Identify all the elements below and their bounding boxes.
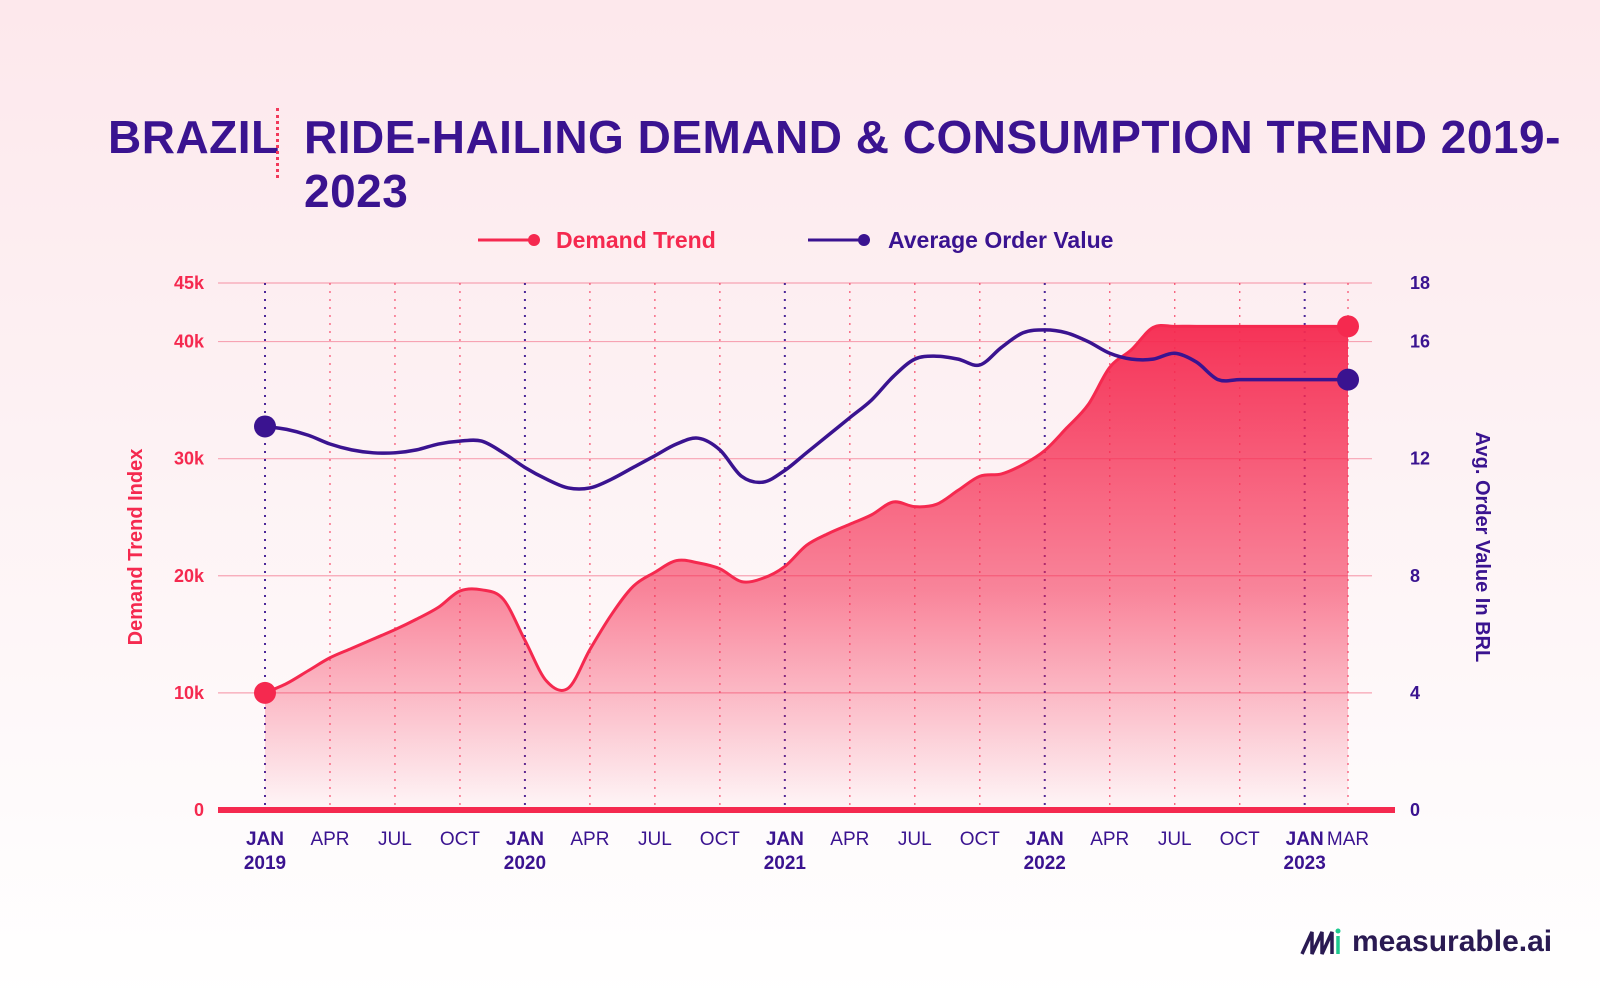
axes: 0 0 10k 4 20k 8 30k 12 40k 16 45k 18 JAN 2019 APR JUL OC…: [125, 273, 1493, 874]
x-tick-label: OCT: [960, 829, 1001, 850]
x-tick-label: OCT: [1220, 829, 1261, 850]
x-tick-label: APR: [310, 829, 349, 850]
left-tick-label: 0: [194, 800, 204, 820]
demand-area-group: [254, 315, 1359, 810]
brand-logo: measurable.ai: [1300, 920, 1552, 964]
y-left-title: Demand Trend Index: [125, 449, 147, 646]
demand-end-point: [1337, 315, 1359, 338]
legend-demand-label: Demand Trend: [556, 227, 716, 253]
legend: Demand Trend Average Order Value: [478, 227, 1113, 253]
x-tick-label: JUL: [378, 829, 412, 850]
demand-line: [264, 323, 1348, 695]
x-tick-label: JAN: [246, 829, 284, 850]
brand-name: measurable.ai: [1352, 925, 1553, 958]
right-tick-label: 0: [1410, 800, 1420, 820]
aov-end-point: [1337, 368, 1359, 391]
right-tick-label: 16: [1410, 332, 1430, 352]
x-tick-label: MAR: [1327, 829, 1369, 850]
chart-title: RIDE-HAILING DEMAND & CONSUMPTION TREND …: [304, 111, 1561, 217]
aov-line: [264, 328, 1348, 491]
left-tick-label: 20k: [174, 566, 205, 586]
left-tick-label: 40k: [174, 332, 205, 352]
aov-line-group: [254, 328, 1359, 491]
x-tick-year: 2022: [1024, 853, 1066, 874]
measurable-logo-icon: [1300, 928, 1341, 955]
aov-start-point: [254, 415, 276, 438]
x-tick-label: OCT: [440, 829, 481, 850]
demand-area: [265, 325, 1348, 810]
x-tick-label: JAN: [1286, 829, 1324, 850]
y-right-title: Avg. Order Value In BRL: [1471, 432, 1493, 662]
title-separator: [276, 108, 279, 178]
title-country: BRAZIL: [108, 111, 280, 163]
x-tick-label: JUL: [898, 829, 932, 850]
x-tick-year: 2019: [244, 853, 286, 874]
right-tick-label: 12: [1410, 449, 1430, 469]
left-tick-label: 45k: [174, 273, 205, 293]
right-tick-label: 4: [1410, 683, 1420, 703]
x-tick-year: 2023: [1284, 853, 1326, 874]
x-tick-year: 2020: [504, 853, 546, 874]
legend-aov-label: Average Order Value: [888, 227, 1113, 253]
right-tick-label: 8: [1410, 566, 1420, 586]
demand-start-point: [254, 681, 276, 704]
right-tick-label: 18: [1410, 273, 1430, 293]
x-tick-label: APR: [1090, 829, 1129, 850]
x-tick-label: JAN: [506, 829, 544, 850]
x-tick-label: JAN: [766, 829, 804, 850]
x-tick-label: APR: [830, 829, 869, 850]
title-row: BRAZIL RIDE-HAILING DEMAND & CONSUMPTION…: [0, 106, 1600, 217]
legend-aov-dot: [858, 234, 870, 246]
x-tick-year: 2021: [764, 853, 807, 874]
x-tick-label: OCT: [700, 829, 741, 850]
legend-demand-dot: [528, 234, 540, 246]
x-tick-label: APR: [570, 829, 609, 850]
x-tick-label: JAN: [1026, 829, 1064, 850]
x-tick-label: JUL: [638, 829, 672, 850]
left-tick-label: 10k: [174, 683, 205, 703]
left-tick-label: 30k: [174, 449, 205, 469]
x-tick-label: JUL: [1158, 829, 1192, 850]
